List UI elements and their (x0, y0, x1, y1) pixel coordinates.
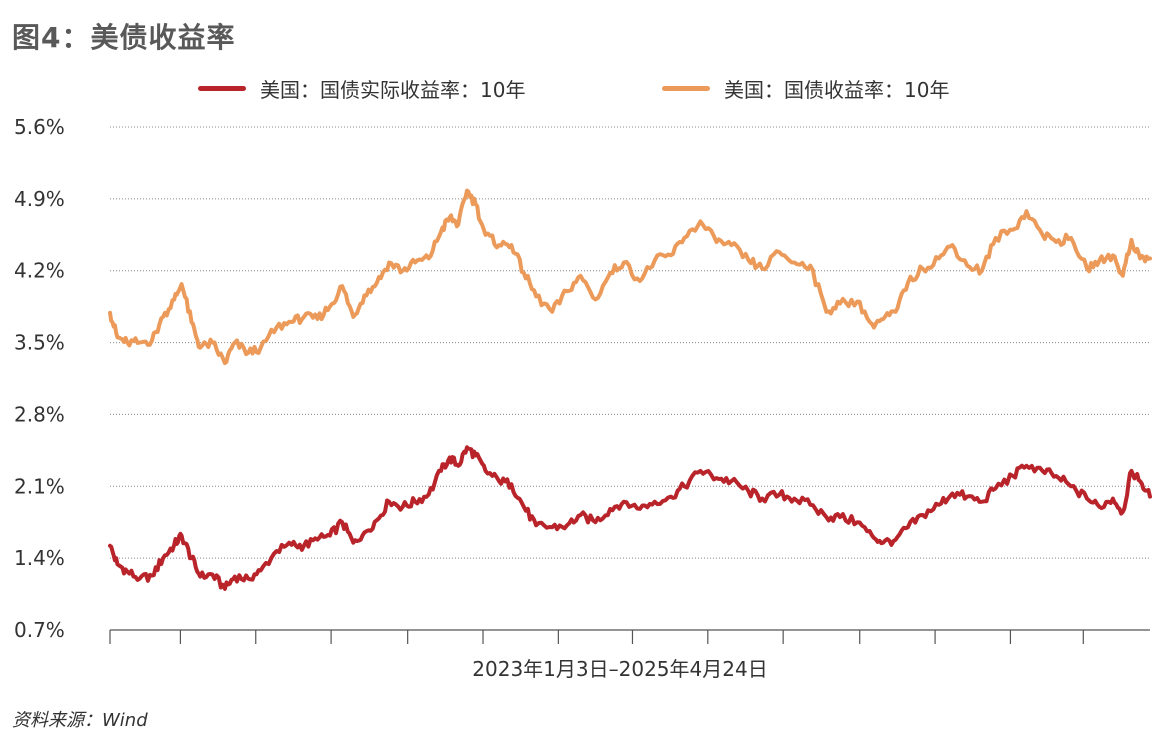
legend-item-nominal: 美国：国债收益率：10年 (662, 74, 949, 103)
x-axis (109, 629, 1150, 644)
x-axis-label: 2023年1月3日–2025年4月24日 (472, 657, 767, 681)
y-tick-label: 1.4% (14, 546, 65, 570)
legend-label-nominal: 美国：国债收益率：10年 (724, 78, 950, 102)
series-line-nominal-yield (108, 188, 1152, 366)
y-tick-label: 2.1% (14, 474, 65, 498)
y-tick-label: 0.7% (14, 618, 65, 642)
y-tick-label: 2.8% (14, 402, 65, 426)
legend-item-real: 美国：国债实际收益率：10年 (198, 74, 525, 103)
chart-legend: 美国：国债实际收益率：10年 美国：国债收益率：10年 (0, 74, 1168, 110)
y-tick-label: 3.5% (14, 331, 65, 355)
y-tick-label: 4.9% (14, 187, 65, 211)
legend-swatch-nominal (662, 86, 710, 91)
chart-title: 图4：美债收益率 (12, 21, 236, 54)
series-lines (108, 188, 1152, 591)
series-line-real-yield (108, 445, 1152, 591)
legend-swatch-real (198, 86, 246, 91)
y-axis: 5.6% 4.9% 4.2% 3.5% 2.8% 2.1% 1.4% 0.7% (14, 115, 65, 642)
legend-label-real: 美国：国债实际收益率：10年 (260, 78, 526, 102)
source-note: 资料来源：Wind (12, 710, 148, 731)
y-tick-label: 4.2% (14, 259, 65, 283)
y-tick-label: 5.6% (14, 115, 65, 139)
